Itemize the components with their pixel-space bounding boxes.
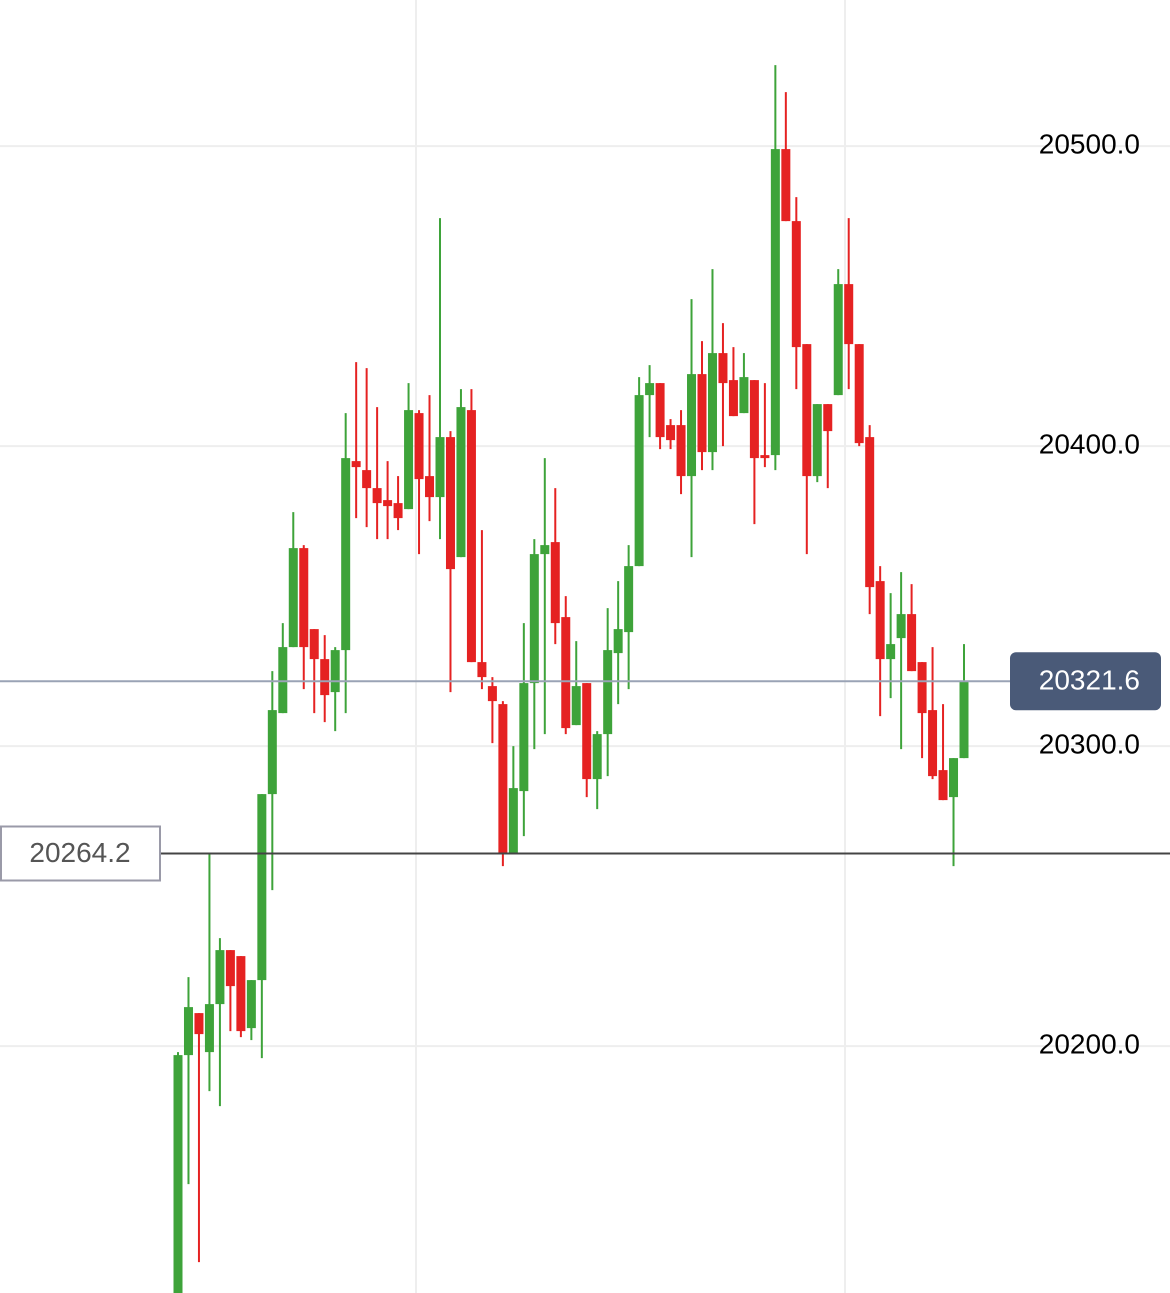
candle-body [498,704,508,855]
candle-body [917,662,927,714]
candle-body [624,566,634,633]
candle-body [309,629,319,660]
candle-body [592,734,602,780]
candle-body [833,284,843,396]
candle-body [414,413,424,480]
y-tick-label: 20300.0 [1039,728,1140,759]
y-tick-label: 20500.0 [1039,128,1140,159]
candle-body [666,425,676,441]
candle-body [529,554,539,684]
candle-body [183,1007,193,1056]
candle-body [278,647,288,714]
candle-body [603,650,613,735]
candle-body [550,542,560,624]
candle-body [791,221,801,348]
candle-body [372,488,382,504]
candle-body [959,681,969,759]
candle-body [613,629,623,654]
candle-body [676,425,686,477]
candle-body [225,950,235,987]
candle-body [760,455,770,459]
candle-body [299,548,309,648]
candle-body [844,284,854,345]
candle-body [456,407,466,558]
candle-body [749,380,759,459]
candle-body [267,710,277,795]
candle-body [236,956,246,1032]
crosshair-label: 20264.2 [29,837,130,868]
candle-body [865,437,875,588]
candle-body [257,794,267,981]
candle-body [655,383,665,438]
candle-body [435,437,445,498]
candle-body [246,980,256,1029]
candle-body [445,437,455,570]
candle-body [854,344,864,444]
candle-body [477,662,487,678]
candle-body [886,644,896,660]
candle-body [739,377,749,414]
candle-body [204,1004,214,1053]
candle-body [341,458,351,651]
candle-body [707,353,717,453]
candle-body [875,581,885,660]
overlay: 20321.6 20264.2 [0,652,1170,882]
candle-body [728,380,738,417]
candle-body [320,659,330,696]
candle-body [393,503,403,519]
candle-body [907,614,917,672]
candle-body [634,395,644,567]
candle-body [823,404,833,432]
candle-body [519,683,529,792]
candle-body [288,548,298,648]
candle-body [928,710,938,777]
candle-body [508,788,518,855]
candle-body [487,686,497,702]
grid: 20200.0 20300.0 20400.0 20500.0 [0,128,1170,1059]
last-price-box [1010,652,1161,711]
candle-body [173,1055,183,1293]
candle-body [687,374,697,477]
candle-body [949,758,959,798]
candle-body [812,404,822,477]
candle-body [938,770,948,801]
candle-body [383,500,393,507]
last-price-label: 20321.6 [1039,665,1140,696]
candle-body [466,410,476,663]
candle-body [215,950,225,1005]
y-tick-label: 20400.0 [1039,428,1140,459]
candle-body [802,344,812,477]
candles [173,65,969,1293]
candle-body [781,149,791,222]
candle-body [540,545,550,555]
candle-body [770,149,780,456]
candle-body [362,470,372,489]
y-tick-label: 20200.0 [1039,1028,1140,1059]
candle-body [718,353,728,384]
candle-body [425,476,435,498]
candle-body [561,617,571,729]
candle-body [896,614,906,639]
candle-body [571,686,581,726]
crosshair-box [0,825,161,882]
candle-body [697,374,707,453]
candle-body [404,410,414,510]
candle-body [645,383,655,396]
candle-body [582,683,592,780]
candle-body [351,461,361,468]
candle-body [330,650,340,693]
candle-body [194,1013,204,1035]
